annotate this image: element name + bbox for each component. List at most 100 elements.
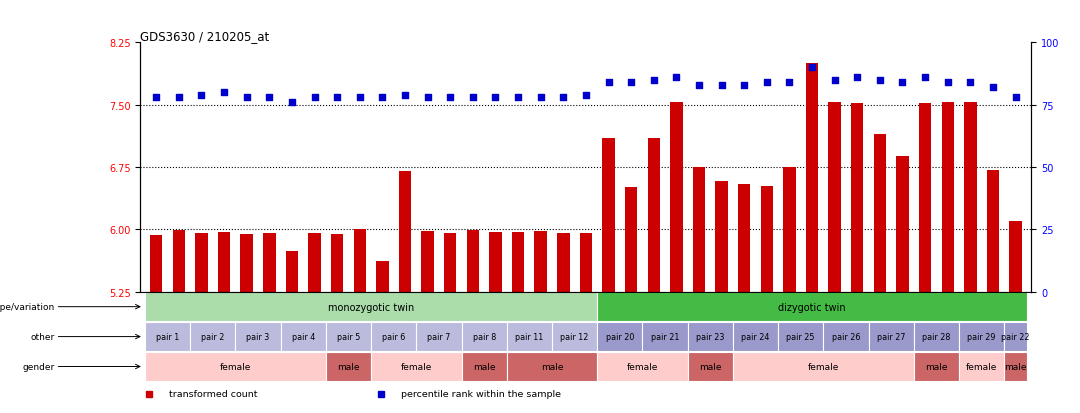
Text: pair 11: pair 11: [515, 332, 543, 341]
Point: [487, 95, 504, 101]
Point: [622, 80, 639, 86]
Text: pair 20: pair 20: [606, 332, 634, 341]
Bar: [421, 232, 434, 292]
Text: pair 26: pair 26: [832, 332, 860, 341]
Point: [464, 95, 482, 101]
Point: [735, 82, 753, 89]
Text: pair 6: pair 6: [382, 332, 405, 341]
Point: [148, 95, 165, 101]
Bar: [851, 104, 864, 292]
Bar: [190, 323, 235, 351]
Bar: [733, 323, 778, 351]
Bar: [150, 236, 162, 292]
Text: pair 2: pair 2: [201, 332, 225, 341]
Bar: [987, 171, 999, 292]
Point: [940, 80, 957, 86]
Point: [826, 77, 843, 84]
Bar: [597, 352, 688, 381]
Point: [894, 80, 912, 86]
Bar: [597, 323, 643, 351]
Text: pair 1: pair 1: [156, 332, 179, 341]
Text: pair 25: pair 25: [786, 332, 815, 341]
Bar: [828, 103, 841, 292]
Text: pair 8: pair 8: [473, 332, 496, 341]
Text: male: male: [1004, 362, 1027, 371]
Point: [532, 95, 550, 101]
Text: dizygotic twin: dizygotic twin: [779, 302, 846, 312]
Bar: [467, 231, 480, 292]
Text: pair 23: pair 23: [697, 332, 725, 341]
Point: [283, 100, 300, 106]
Bar: [688, 352, 733, 381]
Bar: [919, 104, 931, 292]
Point: [555, 95, 572, 101]
Bar: [643, 323, 688, 351]
Text: female: female: [808, 362, 839, 371]
Point: [238, 95, 255, 101]
Bar: [399, 172, 411, 292]
Bar: [195, 233, 207, 292]
Bar: [580, 233, 592, 292]
Bar: [557, 233, 569, 292]
Bar: [372, 352, 461, 381]
Text: monozygotic twin: monozygotic twin: [328, 302, 415, 312]
Text: male: male: [473, 362, 496, 371]
Text: other: other: [30, 332, 54, 341]
Text: female: female: [401, 362, 432, 371]
Bar: [733, 352, 914, 381]
Point: [442, 95, 459, 101]
Text: pair 7: pair 7: [428, 332, 450, 341]
Text: pair 5: pair 5: [337, 332, 360, 341]
Bar: [597, 292, 1027, 321]
Bar: [461, 323, 507, 351]
Bar: [914, 352, 959, 381]
Point: [781, 80, 798, 86]
Text: female: female: [966, 362, 997, 371]
Bar: [326, 323, 372, 351]
Text: pair 12: pair 12: [561, 332, 589, 341]
Bar: [1004, 352, 1027, 381]
Point: [374, 95, 391, 101]
Bar: [625, 188, 637, 292]
Bar: [896, 157, 908, 292]
Text: gender: gender: [23, 362, 54, 371]
Point: [419, 95, 436, 101]
Bar: [489, 233, 502, 292]
Bar: [1010, 221, 1022, 292]
Bar: [648, 139, 660, 292]
Bar: [241, 234, 253, 292]
Point: [758, 80, 775, 86]
Bar: [535, 232, 546, 292]
Bar: [353, 230, 366, 292]
Bar: [326, 352, 372, 381]
Bar: [145, 292, 597, 321]
Text: pair 29: pair 29: [968, 332, 996, 341]
Bar: [688, 323, 733, 351]
Bar: [308, 233, 321, 292]
Text: transformed count: transformed count: [168, 389, 257, 398]
Point: [872, 77, 889, 84]
Bar: [715, 182, 728, 292]
Bar: [874, 135, 886, 292]
Bar: [145, 352, 326, 381]
Bar: [507, 323, 552, 351]
Point: [645, 77, 662, 84]
Point: [351, 95, 368, 101]
Text: male: male: [699, 362, 721, 371]
Bar: [603, 139, 615, 292]
Point: [171, 95, 188, 101]
Point: [713, 82, 730, 89]
Point: [577, 92, 594, 99]
Bar: [670, 103, 683, 292]
Text: male: male: [926, 362, 947, 371]
Bar: [692, 168, 705, 292]
Bar: [372, 323, 416, 351]
Point: [917, 75, 934, 81]
Text: genotype/variation: genotype/variation: [0, 302, 54, 311]
Point: [690, 82, 707, 89]
Bar: [512, 233, 524, 292]
Bar: [444, 233, 457, 292]
Bar: [173, 231, 185, 292]
Bar: [281, 323, 326, 351]
Point: [328, 95, 346, 101]
